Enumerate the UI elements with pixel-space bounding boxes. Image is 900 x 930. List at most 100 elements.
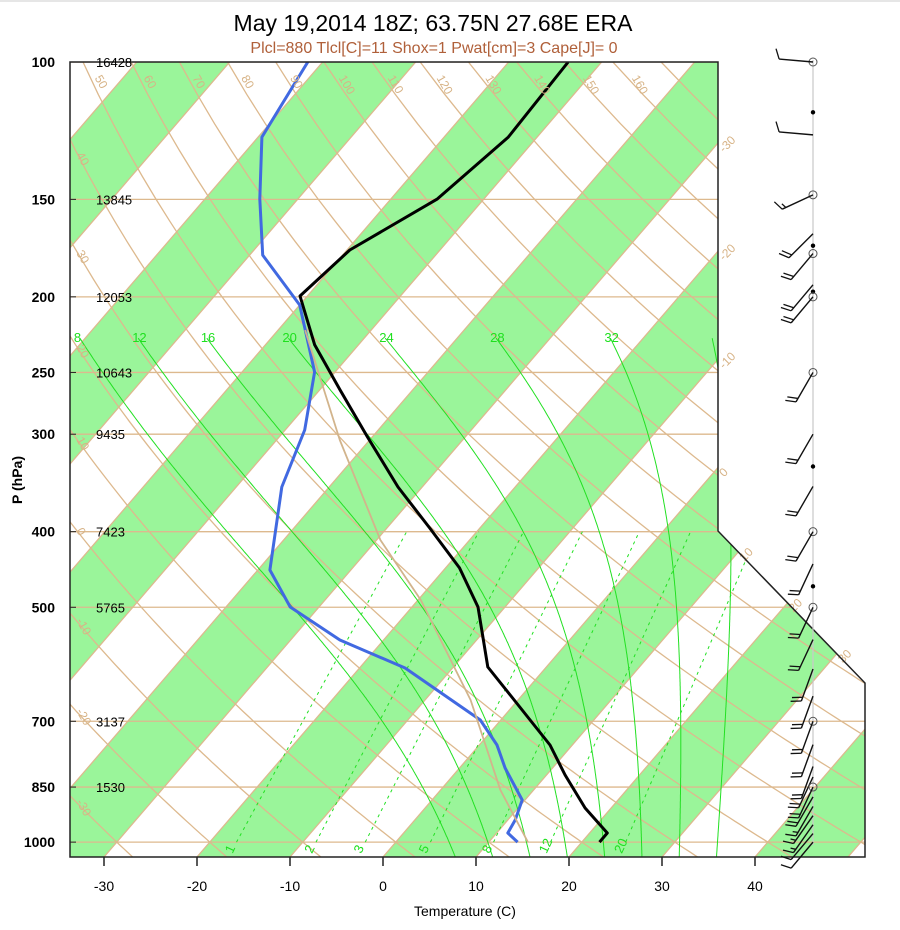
height-label: 5765 — [96, 600, 125, 615]
dry-adiabat-line — [371, 62, 865, 857]
wind-barb-flag — [785, 461, 797, 465]
wind-barb-staff — [790, 284, 814, 312]
moist-adiabat-line — [384, 337, 606, 857]
calm-wind-dot — [810, 464, 816, 469]
wind-barb-flag — [787, 669, 799, 672]
wind-barb-staff — [797, 563, 814, 596]
dry-adiabat-line — [275, 62, 865, 857]
height-label: 9435 — [96, 427, 125, 442]
wind-barb-staff — [795, 531, 814, 562]
isotherm-band — [750, 62, 865, 857]
wind-barb-staff — [795, 486, 814, 517]
wind-station-circle — [808, 190, 818, 200]
temperature-tick-label: 10 — [468, 878, 484, 894]
moist-adiabat-label: 8 — [74, 330, 81, 345]
wind-barb-flag — [785, 558, 797, 562]
dry-adiabat-line — [82, 62, 865, 857]
pressure-tick-label: 500 — [32, 599, 56, 615]
dry-adiabat-label: 120 — [434, 73, 456, 98]
wind-barb-flag — [787, 816, 799, 819]
dry-adiabat-label: 160 — [629, 73, 651, 98]
dry-adiabat-line — [178, 62, 865, 857]
wind-barb-staff — [800, 721, 814, 754]
wind-barb-flag — [782, 849, 794, 854]
temperature-tick-label: 0 — [379, 878, 387, 894]
x-axis-title: Temperature (C) — [414, 903, 516, 919]
wind-barb-staff — [797, 639, 814, 671]
temperature-tick-label: -20 — [187, 878, 207, 894]
wind-barb-flag — [785, 399, 797, 403]
isotherm-line — [750, 62, 865, 857]
dry-adiabat-label: 20 — [73, 342, 92, 361]
wind-station-circle — [808, 527, 818, 537]
parcel-profile-line — [304, 329, 529, 843]
isotherm-line — [70, 62, 231, 857]
wind-barb-flag — [787, 593, 799, 596]
wind-barb-staff — [800, 744, 814, 777]
moist-adiabat-line — [137, 337, 494, 857]
dry-adiabat-label: 30 — [73, 248, 92, 267]
dry-adiabat-label: 80 — [238, 73, 257, 92]
isotherm-band — [70, 62, 416, 857]
chart-subtitle-text: Plcl=880 Tlcl[C]=11 Shox=1 Pwat[cm]=3 Ca… — [250, 40, 618, 57]
calm-wind-dot — [810, 243, 816, 248]
wind-barb-flag — [789, 812, 801, 815]
isotherm-bands — [70, 62, 865, 857]
wind-barb-flag — [789, 802, 801, 805]
height-label: 3137 — [96, 714, 125, 729]
dewpoint-profile-line — [258, 62, 524, 844]
height-label: 7423 — [96, 525, 125, 540]
temperature-tick-label: -30 — [94, 878, 114, 894]
moist-adiabat-line — [609, 337, 682, 857]
isotherm-line — [657, 62, 865, 857]
wind-barb-half-flag — [781, 203, 787, 208]
pressure-tick-label: 250 — [32, 364, 56, 380]
dry-adiabat-line — [70, 62, 139, 857]
mixing-ratio-line — [236, 531, 408, 843]
temperature-tick-label: 20 — [561, 878, 577, 894]
isotherm-band — [70, 62, 602, 857]
wind-barb-flag — [778, 252, 790, 259]
wind-barb-staff — [795, 372, 814, 403]
wind-barb-flag — [775, 48, 780, 60]
dry-adiabat-label: 60 — [141, 73, 160, 92]
wind-barbs — [773, 48, 818, 869]
wind-barb-flag — [782, 840, 794, 845]
wind-barb-staff — [797, 786, 814, 819]
wind-barb-flag — [789, 589, 801, 592]
temperature-tick-label: 30 — [654, 878, 670, 894]
wind-barb-flag — [780, 275, 792, 281]
wind-station-circle — [808, 292, 818, 302]
moist-adiabat-label: 12 — [132, 330, 146, 345]
isotherm-label: -10 — [716, 349, 738, 371]
wind-barb-flag — [773, 201, 783, 210]
mixing-ratio-line — [315, 531, 480, 843]
wind-barb-flag — [775, 121, 780, 133]
wind-station-circle — [808, 367, 818, 377]
wind-barb-staff — [795, 796, 814, 827]
mixing-ratio-label: 2 — [301, 842, 318, 855]
wind-barb-half-flag — [792, 830, 799, 834]
pressure-tick-label: 1000 — [24, 834, 55, 850]
wind-barb-flag — [780, 318, 792, 324]
dry-adiabat-line — [70, 62, 328, 857]
axes: 1001502002503004005007008501000164281384… — [24, 54, 763, 894]
isotherm-label: -30 — [716, 133, 738, 155]
wind-barb-staff — [790, 841, 814, 869]
wind-station-circle — [808, 716, 818, 726]
wind-barb-flag — [787, 458, 799, 461]
background-lines — [70, 62, 865, 857]
wind-barb-staff — [797, 776, 814, 809]
isotherm-line — [564, 62, 865, 857]
moist-adiabat-line — [495, 337, 643, 857]
dry-adiabat-line — [323, 62, 865, 857]
wind-barb-flag — [785, 833, 797, 837]
wind-barb-flag — [789, 665, 801, 668]
mixing-ratio-line — [625, 531, 759, 843]
isotherm-line — [70, 62, 510, 857]
moist-adiabat-label: 28 — [490, 330, 504, 345]
wind-barb-flag — [780, 855, 792, 861]
height-label: 1530 — [96, 780, 125, 795]
wind-barb-staff — [781, 194, 814, 210]
chart-title-text: May 19,2014 18Z; 63.75N 27.68E ERA — [233, 10, 633, 36]
